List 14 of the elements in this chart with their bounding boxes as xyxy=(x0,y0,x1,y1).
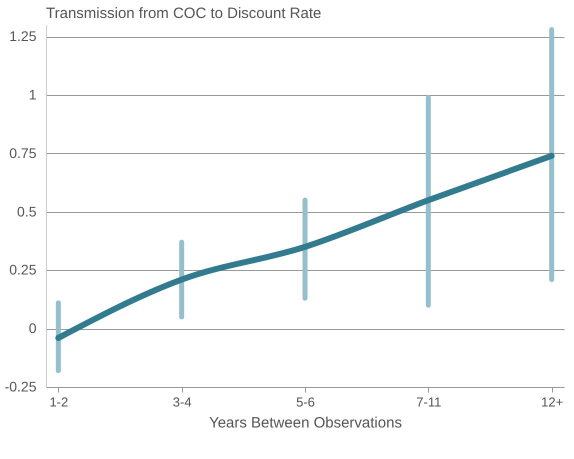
x-tick-label: 1-2 xyxy=(49,394,68,410)
y-tick-label: 0 xyxy=(28,320,37,336)
x-tick-label: 7-11 xyxy=(416,394,442,410)
y-tick-label: 1.25 xyxy=(9,28,37,44)
y-tick-label: 0.75 xyxy=(9,144,37,161)
y-tick-label: 1 xyxy=(28,86,37,103)
y-tick-label: 0.5 xyxy=(17,203,37,220)
chart-title: Transmission from COC to Discount Rate xyxy=(46,5,322,22)
y-tick-label: -0.25 xyxy=(4,378,37,394)
x-axis-title: Years Between Observations xyxy=(209,414,402,432)
x-tick-label: 5-6 xyxy=(296,394,315,410)
x-tick-label: 3-4 xyxy=(172,394,192,410)
x-tick-label: 12+ xyxy=(541,394,564,410)
y-tick-label: 0.25 xyxy=(9,262,37,278)
